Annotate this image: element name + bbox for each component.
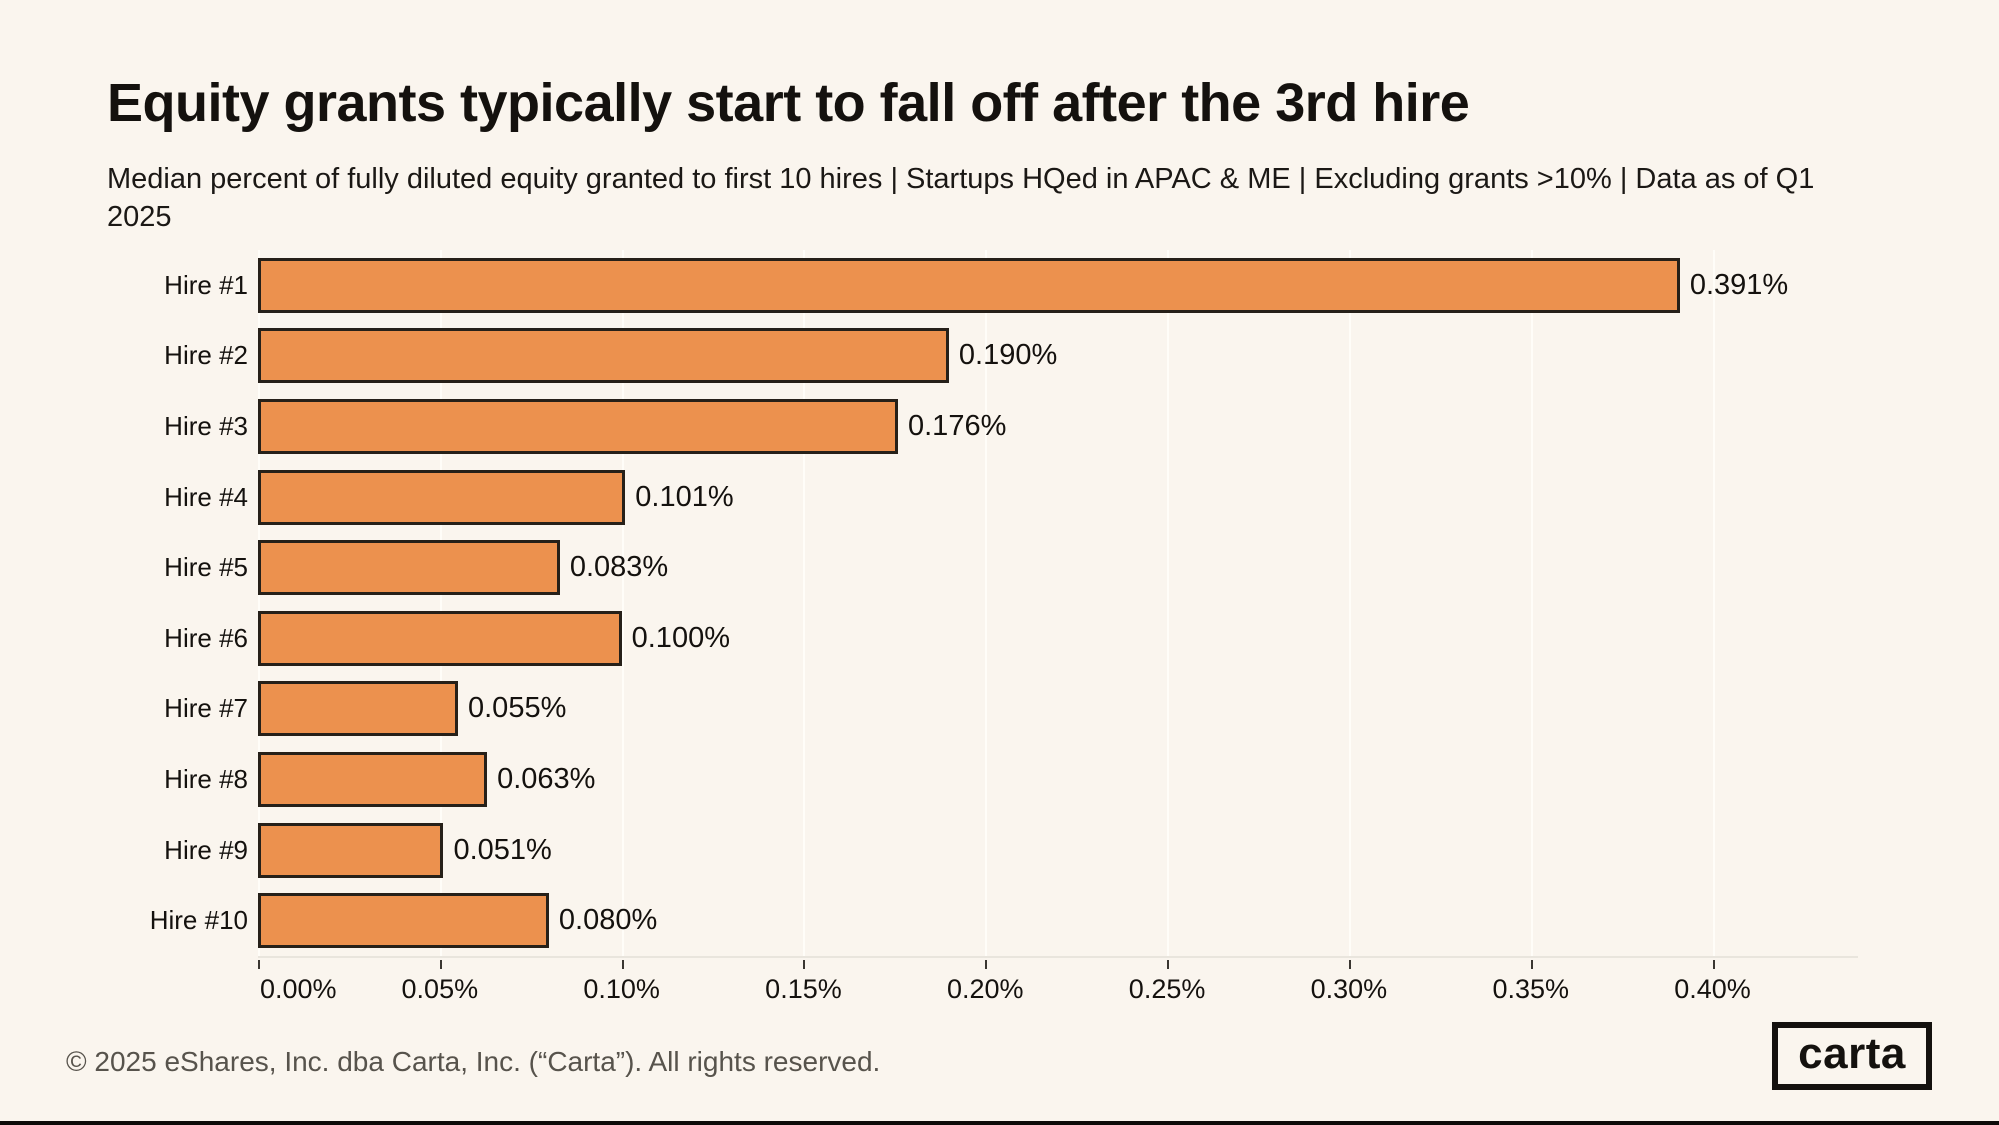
x-axis-ticks: 0.00% 0.05% 0.10% 0.15% 0.20% 0.25% 0.30% 0.35%… bbox=[258, 958, 1858, 1018]
tick-label: 0.25% bbox=[1128, 974, 1206, 1004]
gridline bbox=[803, 250, 806, 956]
value-label: 0.391% bbox=[1689, 268, 1789, 301]
bar-row: Hire #7 0.055% bbox=[12, 674, 1940, 745]
bar-track: 0.101% bbox=[258, 469, 1858, 525]
value-label: 0.101% bbox=[635, 480, 734, 513]
gridline bbox=[439, 250, 442, 956]
bar bbox=[258, 681, 458, 737]
chart-title: Equity grants typically start to fall of… bbox=[107, 73, 1470, 133]
bar bbox=[258, 822, 444, 878]
bar-row: Hire #10 0.080% bbox=[12, 885, 1940, 956]
bar-track: 0.051% bbox=[258, 822, 1858, 878]
category-label: Hire #9 bbox=[164, 834, 248, 865]
gridline bbox=[1530, 250, 1533, 956]
bar-track: 0.100% bbox=[258, 610, 1858, 666]
value-label: 0.063% bbox=[497, 762, 596, 795]
bar-row: Hire #8 0.063% bbox=[12, 744, 1940, 815]
gridline bbox=[1167, 250, 1170, 956]
bar-row: Hire #4 0.101% bbox=[12, 462, 1940, 533]
category-label: Hire #2 bbox=[164, 340, 248, 371]
bar-row: Hire #6 0.100% bbox=[12, 603, 1940, 674]
value-label: 0.176% bbox=[908, 409, 1007, 442]
bar-row: Hire #1 0.391% bbox=[12, 250, 1940, 321]
plot-area bbox=[258, 250, 1858, 956]
bar-row: Hire #3 0.176% bbox=[12, 391, 1940, 462]
tick-label: 0.30% bbox=[1310, 974, 1388, 1004]
gridline bbox=[621, 250, 624, 956]
tick-label: 0.20% bbox=[946, 974, 1024, 1004]
category-label: Hire #5 bbox=[164, 552, 248, 583]
bar-track: 0.080% bbox=[258, 893, 1858, 949]
bar bbox=[258, 469, 626, 525]
bottom-accent-bar bbox=[0, 1121, 1999, 1125]
bar bbox=[258, 398, 898, 454]
bar bbox=[258, 328, 949, 384]
tick-mark bbox=[1167, 960, 1170, 969]
gridline bbox=[258, 250, 260, 956]
bar-track: 0.391% bbox=[258, 257, 1858, 313]
tick-mark bbox=[803, 960, 806, 969]
tick-label: 0.05% bbox=[401, 974, 479, 1004]
gridline bbox=[985, 250, 988, 956]
chart-subtitle: Median percent of fully diluted equity g… bbox=[107, 163, 1815, 233]
tick-label: 0.10% bbox=[583, 974, 660, 1004]
bar-row: Hire #5 0.083% bbox=[12, 532, 1940, 603]
bar-row: Hire #2 0.190% bbox=[12, 321, 1940, 392]
copyright-text: © 2025 eShares, Inc. dba Carta, Inc. (“C… bbox=[66, 1046, 881, 1077]
bar-track: 0.176% bbox=[258, 398, 1858, 454]
bar bbox=[258, 893, 549, 949]
tick-mark bbox=[1712, 960, 1715, 969]
value-label: 0.083% bbox=[569, 551, 669, 584]
tick-mark bbox=[985, 960, 988, 969]
category-label: Hire #6 bbox=[164, 622, 248, 653]
gridline bbox=[1348, 250, 1351, 956]
tick-label: 0.15% bbox=[765, 974, 842, 1004]
bar-track: 0.063% bbox=[258, 751, 1858, 807]
tick-mark bbox=[621, 960, 624, 969]
bar-row: Hire #9 0.051% bbox=[12, 815, 1940, 886]
carta-logo: carta bbox=[1772, 1022, 1932, 1090]
tick-label: 0.35% bbox=[1492, 974, 1569, 1004]
category-label: Hire #8 bbox=[164, 763, 248, 794]
carta-logo-text: carta bbox=[1798, 1029, 1906, 1078]
value-label: 0.080% bbox=[558, 904, 658, 937]
bar bbox=[258, 751, 488, 807]
bar bbox=[258, 610, 622, 666]
x-axis-line bbox=[258, 956, 1858, 958]
bar-rows: Hire #1 0.391% Hire #2 0.190% Hire #3 0.176% H… bbox=[12, 250, 1940, 956]
value-label: 0.190% bbox=[958, 339, 1058, 372]
value-label: 0.100% bbox=[631, 621, 730, 654]
category-label: Hire #7 bbox=[164, 693, 248, 724]
gridline bbox=[1712, 250, 1715, 956]
value-label: 0.055% bbox=[468, 692, 567, 725]
value-label: 0.051% bbox=[453, 833, 552, 866]
category-label: Hire #10 bbox=[149, 905, 248, 936]
category-label: Hire #3 bbox=[164, 410, 248, 441]
category-label: Hire #4 bbox=[164, 481, 248, 512]
tick-mark bbox=[439, 960, 442, 969]
bar bbox=[258, 540, 560, 596]
bar-track: 0.055% bbox=[258, 681, 1858, 737]
bar-track: 0.190% bbox=[258, 328, 1858, 384]
category-label: Hire #1 bbox=[164, 269, 248, 300]
bar bbox=[258, 257, 1680, 313]
tick-mark bbox=[258, 960, 260, 969]
tick-mark bbox=[1348, 960, 1351, 969]
tick-mark bbox=[1530, 960, 1533, 969]
tick-label: 0.00% bbox=[260, 974, 337, 1004]
bar-track: 0.083% bbox=[258, 540, 1858, 596]
tick-label: 0.40% bbox=[1674, 974, 1751, 1004]
